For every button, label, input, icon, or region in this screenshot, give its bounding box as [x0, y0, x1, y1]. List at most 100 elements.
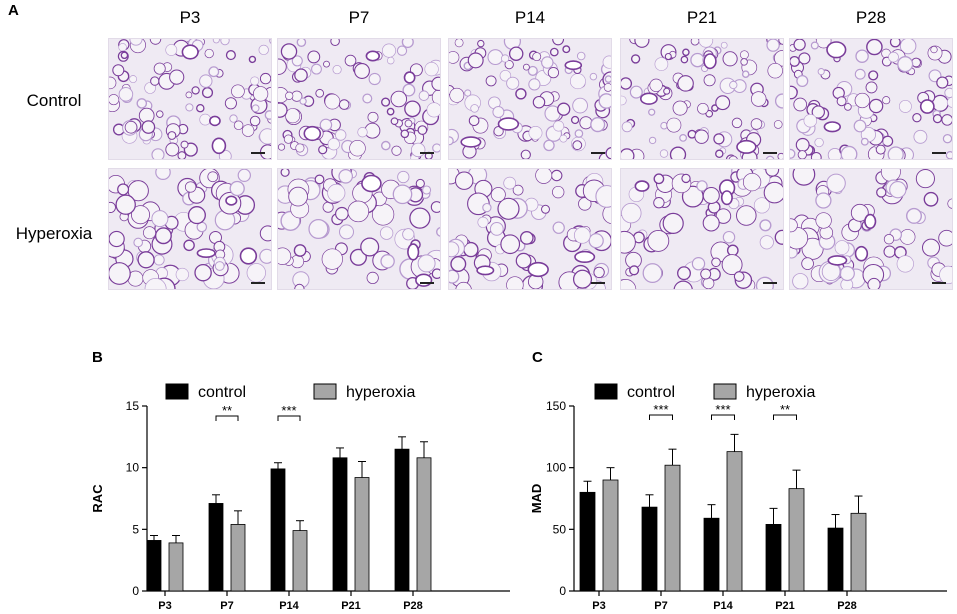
y-tick-label: 100	[546, 461, 566, 475]
bar-hyperoxia-p7	[664, 464, 681, 592]
row-label-hyperoxia: Hyperoxia	[15, 224, 93, 243]
histology-image-control-p28	[789, 38, 953, 160]
panel-a-letter: A	[8, 2, 19, 19]
error-bar-hyperoxia-p28	[420, 441, 428, 458]
x-tick-label-p28: P28	[403, 600, 423, 612]
histology-image-hyperoxia-p14	[448, 168, 612, 290]
histology-image-control-p7	[277, 38, 441, 160]
error-bar-hyperoxia-p3	[172, 535, 180, 543]
error-bar-control-p28	[831, 514, 840, 529]
histology-image-hyperoxia-p21	[620, 168, 784, 290]
y-tick-label: 0	[132, 584, 139, 598]
error-bar-hyperoxia-p21	[358, 461, 366, 478]
y-axis-label: MAD	[529, 484, 544, 514]
histology-image-control-p14	[448, 38, 612, 160]
bar-control-p14	[703, 517, 720, 592]
significance-bracket-p7: ***	[649, 402, 673, 420]
error-bar-control-p3	[150, 535, 158, 541]
bar-hyperoxia-p14	[292, 530, 308, 592]
significance-bracket-p7: **	[215, 403, 239, 421]
bar-control-p21	[332, 457, 348, 592]
significance-label-p14: ***	[281, 403, 296, 418]
legend-label-control: control	[627, 384, 675, 401]
legend-swatch-control	[594, 383, 618, 400]
significance-bracket-p21: **	[773, 402, 797, 420]
error-bar-control-p7	[645, 494, 654, 508]
significance-label-p21: **	[780, 402, 790, 417]
bar-hyperoxia-p28	[850, 512, 867, 592]
x-tick-label-p21: P21	[341, 600, 361, 612]
legend-label-hyperoxia: hyperoxia	[346, 384, 415, 401]
significance-label-p7: ***	[653, 402, 668, 417]
significance-bracket-p14: ***	[711, 402, 735, 420]
histology-image-hyperoxia-p28	[789, 168, 953, 290]
bar-control-p21	[765, 523, 782, 592]
bar-hyperoxia-p7	[230, 523, 246, 592]
x-tick-label-p14: P14	[279, 600, 299, 612]
y-tick-label: 150	[546, 399, 566, 413]
x-tick-label-p3: P3	[592, 600, 605, 612]
histology-image-control-p3	[108, 38, 272, 160]
bar-control-p3	[579, 491, 596, 592]
error-bar-hyperoxia-p3	[606, 467, 615, 480]
x-tick-label-p7: P7	[220, 600, 233, 612]
bar-control-p7	[208, 503, 224, 592]
y-tick-label: 10	[126, 461, 140, 475]
bar-control-p28	[394, 448, 410, 592]
row-label-control: Control	[26, 91, 82, 110]
column-label-p7: P7	[348, 8, 370, 27]
y-tick-label: 15	[126, 399, 140, 413]
histology-image-control-p21	[620, 38, 784, 160]
bar-hyperoxia-p3	[602, 479, 619, 592]
error-bar-control-p14	[274, 462, 282, 469]
error-bar-control-p28	[398, 436, 406, 450]
y-tick-label: 5	[132, 522, 139, 536]
column-label-p3: P3	[179, 8, 201, 27]
error-bar-hyperoxia-p14	[730, 433, 739, 452]
bar-hyperoxia-p28	[416, 457, 432, 592]
bar-hyperoxia-p14	[726, 451, 743, 592]
x-tick-label-p3: P3	[158, 600, 171, 612]
error-bar-control-p21	[769, 507, 778, 525]
y-axis-label: RAC	[90, 484, 105, 513]
error-bar-hyperoxia-p7	[234, 510, 242, 525]
legend-swatch-control	[165, 383, 189, 400]
x-tick-label-p7: P7	[654, 600, 667, 612]
bar-control-p7	[641, 506, 658, 592]
legend-swatch-hyperoxia	[713, 383, 737, 400]
y-tick-label: 0	[559, 584, 566, 598]
column-label-p21: P21	[686, 8, 718, 27]
histology-image-hyperoxia-p7	[277, 168, 441, 290]
x-tick-label-p21: P21	[775, 600, 795, 612]
bar-control-p14	[270, 468, 286, 592]
column-label-p14: P14	[514, 8, 546, 27]
bar-control-p28	[827, 527, 844, 592]
error-bar-hyperoxia-p28	[854, 495, 863, 514]
error-bar-control-p14	[707, 504, 716, 519]
column-label-p28: P28	[855, 8, 887, 27]
significance-label-p7: **	[222, 403, 232, 418]
legend-swatch-hyperoxia	[313, 383, 337, 400]
bar-control-p3	[146, 540, 162, 592]
legend-label-hyperoxia: hyperoxia	[746, 384, 815, 401]
error-bar-hyperoxia-p7	[668, 448, 677, 466]
bar-hyperoxia-p21	[788, 488, 805, 592]
error-bar-control-p21	[336, 447, 344, 458]
significance-label-p14: ***	[715, 402, 730, 417]
y-tick-label: 50	[553, 522, 567, 536]
error-bar-control-p7	[212, 494, 220, 504]
legend-label-control: control	[198, 384, 246, 401]
error-bar-hyperoxia-p14	[296, 520, 304, 531]
error-bar-hyperoxia-p21	[792, 469, 801, 489]
panel-c-letter: C	[532, 349, 543, 366]
bar-hyperoxia-p3	[168, 542, 184, 592]
bar-hyperoxia-p21	[354, 477, 370, 592]
x-tick-label-p14: P14	[713, 600, 733, 612]
panel-b-letter: B	[92, 349, 103, 366]
histology-image-hyperoxia-p3	[108, 168, 272, 290]
significance-bracket-p14: ***	[277, 403, 301, 421]
x-tick-label-p28: P28	[837, 600, 857, 612]
error-bar-control-p3	[583, 480, 592, 493]
